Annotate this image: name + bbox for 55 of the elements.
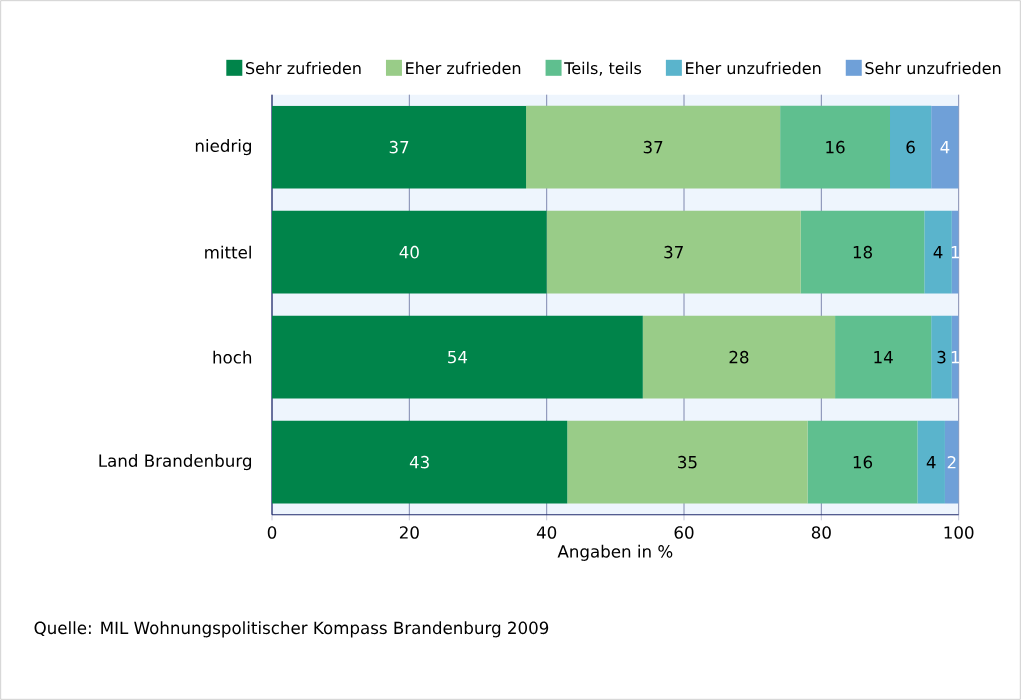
- x-tick-label: 60: [674, 526, 694, 539]
- x-axis-title: Angaben in %: [557, 544, 673, 561]
- data-label: 28: [729, 350, 749, 364]
- data-label: 1: [951, 246, 960, 259]
- bar: [931, 315, 952, 399]
- data-label: 37: [643, 140, 663, 154]
- data-label: 6: [906, 140, 915, 154]
- bar: [546, 210, 801, 294]
- data-label: 2: [947, 455, 956, 469]
- data-label: 4: [933, 246, 943, 259]
- bar: [890, 105, 932, 189]
- bar: [780, 105, 891, 189]
- legend-label: Eher zufrieden: [406, 61, 521, 75]
- data-label: 54: [448, 350, 468, 364]
- data-label: 3: [937, 350, 946, 364]
- legend-label: Teils, teils: [564, 61, 642, 76]
- bar: [800, 210, 925, 294]
- data-label: 18: [853, 245, 873, 259]
- y-tick-label: Land Brandenburg: [99, 454, 252, 471]
- data-label: 35: [678, 455, 697, 469]
- y-tick-label: hoch: [213, 350, 252, 364]
- x-tick-label: 20: [399, 526, 419, 539]
- data-label: 16: [826, 140, 845, 154]
- bar: [807, 420, 918, 504]
- bar: [642, 315, 836, 399]
- y-tick-label: mittel: [205, 245, 251, 259]
- data-label: 37: [664, 245, 683, 259]
- bar: [835, 315, 932, 399]
- x-tick-label: 40: [536, 526, 557, 539]
- bar: [917, 420, 945, 504]
- bar: [272, 315, 643, 399]
- bar: [272, 210, 547, 294]
- legend-label: Sehr zufrieden: [246, 61, 361, 75]
- legend-label: Sehr unzufrieden: [865, 61, 1001, 75]
- bar: [924, 210, 952, 294]
- bar: [272, 105, 527, 189]
- data-label: 37: [389, 140, 409, 154]
- data-label: 1: [951, 351, 960, 364]
- data-label: 43: [409, 455, 429, 469]
- bar: [567, 420, 808, 504]
- data-label: 4: [926, 456, 936, 469]
- bar: [272, 420, 568, 504]
- x-tick-label: 80: [811, 526, 831, 539]
- source-note: Quelle: MIL Wohnungspolitischer Kompass Brandenburg 2009: [34, 621, 549, 638]
- data-label: 4: [940, 141, 950, 154]
- legend-label: Eher unzufrieden: [686, 61, 821, 75]
- data-label: 40: [399, 245, 419, 259]
- bar: [944, 420, 959, 504]
- data-label: 14: [874, 351, 893, 364]
- y-tick-label: niedrig: [195, 139, 251, 156]
- bar: [931, 105, 959, 189]
- data-label: 16: [853, 455, 873, 469]
- x-tick-label: 100: [944, 526, 974, 539]
- x-tick-label: 0: [267, 526, 277, 539]
- bar: [526, 105, 781, 189]
